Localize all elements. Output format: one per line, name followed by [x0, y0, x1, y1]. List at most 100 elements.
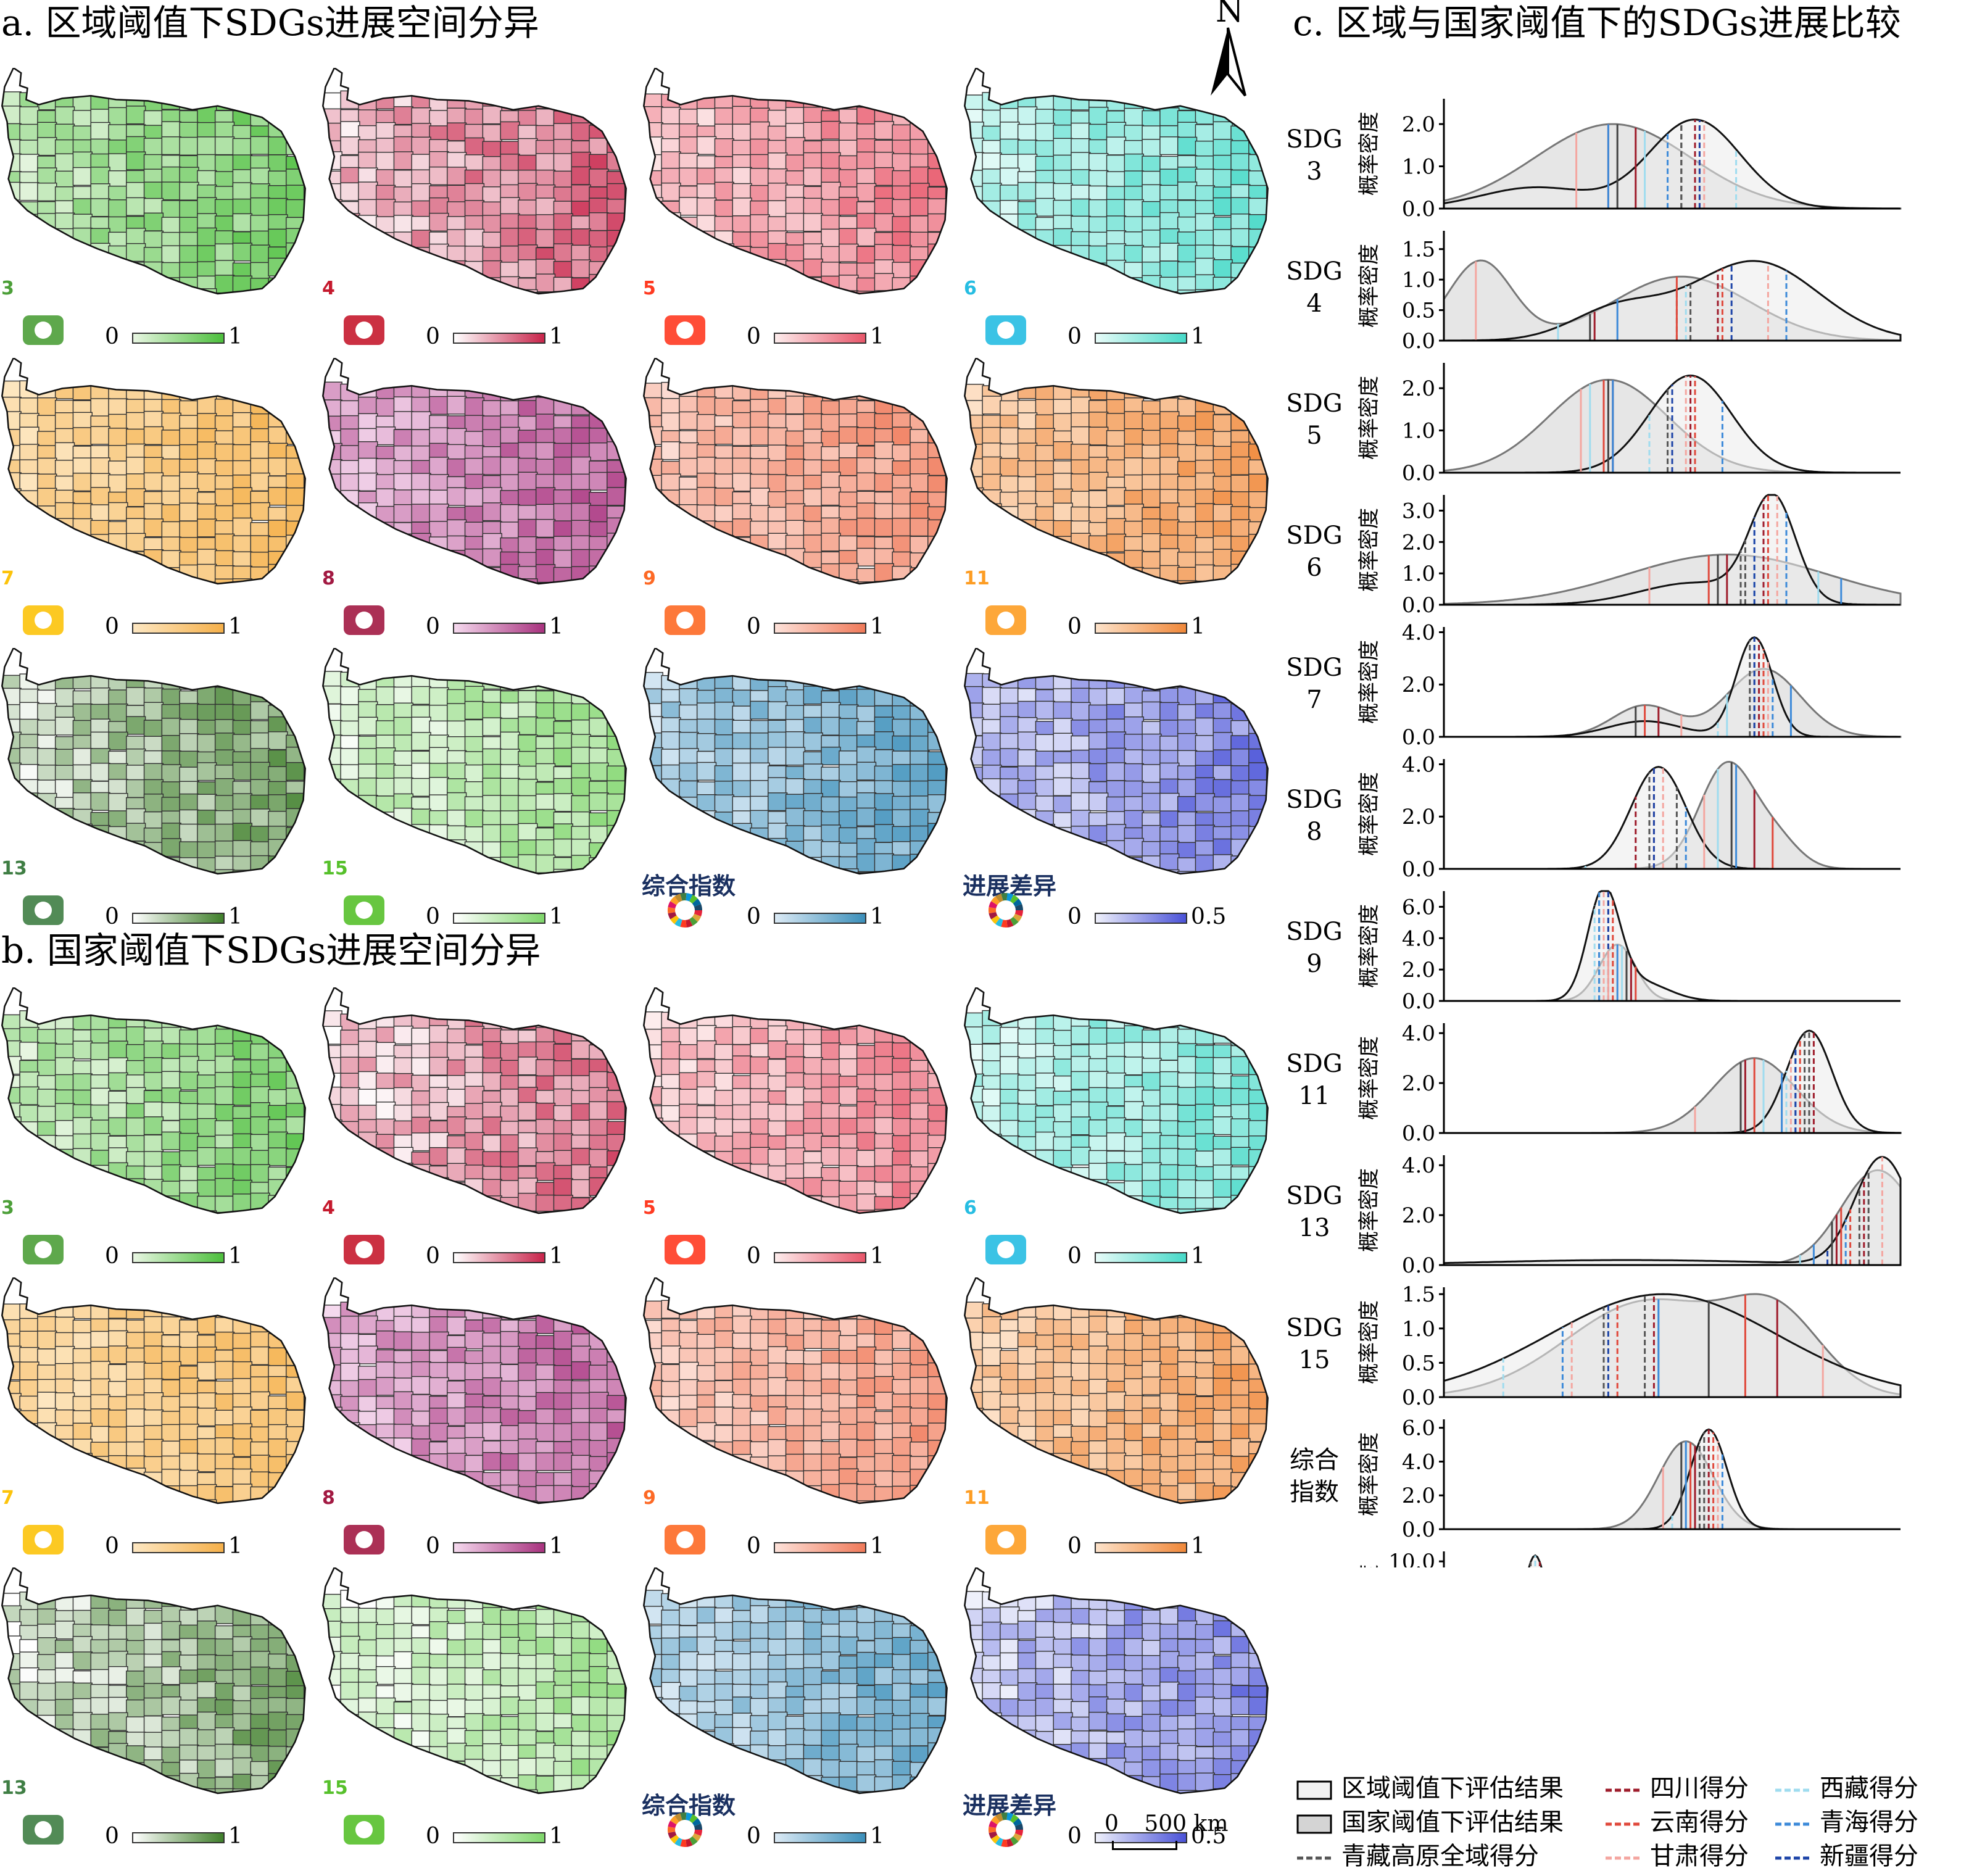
y-tick-label: 3.0	[1402, 499, 1435, 523]
legend-min: 0	[426, 904, 440, 929]
choropleth-map	[0, 358, 309, 586]
choropleth-map	[963, 1567, 1271, 1796]
y-tick-label: 0.0	[1402, 329, 1435, 354]
panel-label: 9	[1306, 950, 1322, 978]
cubes-icon	[651, 602, 719, 639]
density-chart-panel: 0.01.02.0概率密度SDG30.00.51.01.5概率密度SDG40.0…	[1265, 99, 1907, 1567]
legend-label: 国家阈值下评估结果	[1341, 1808, 1564, 1837]
y-tick-label: 0.0	[1402, 197, 1435, 222]
legend-item: 青海得分	[1774, 1802, 1918, 1838]
legend-max: 1	[870, 1534, 884, 1559]
legend-colorbar	[132, 1542, 225, 1553]
legend-min: 0	[1067, 1243, 1082, 1269]
growth-chart-icon	[330, 1521, 398, 1558]
y-axis-label: 概率密度	[1357, 112, 1382, 196]
legend-colorbar	[453, 623, 545, 634]
legend-min: 0	[426, 324, 440, 349]
legend-colorbar	[132, 913, 225, 924]
legend-max: 1	[228, 1243, 242, 1269]
sdg-number: 11	[964, 1487, 990, 1509]
panel-c-title: c. 区域与国家阈值下的SDGs进展比较	[1293, 1, 1901, 44]
scale-zero: 0	[1105, 1811, 1119, 1837]
legend-max: 1	[1191, 324, 1205, 349]
legend-min: 0	[426, 1243, 440, 1269]
legend-item: 青藏高原全域得分	[1296, 1836, 1539, 1872]
legend-min: 0	[1067, 1534, 1082, 1559]
panel-label: SDG	[1286, 1050, 1342, 1078]
sdg-number: 8	[322, 1487, 335, 1509]
y-tick-label: 2.0	[1402, 112, 1435, 137]
panel-label: SDG	[1286, 257, 1342, 286]
y-tick-label: 2.0	[1402, 673, 1435, 697]
legend-colorbar	[774, 1542, 866, 1553]
panel-label: SDG	[1286, 389, 1342, 418]
axis	[1444, 891, 1901, 1001]
choropleth-map	[0, 1567, 309, 1796]
choropleth-map	[642, 648, 950, 876]
y-axis-label: 概率密度	[1357, 640, 1382, 724]
sdg-number: 5	[643, 278, 656, 299]
y-axis-label: 概率密度	[1357, 1168, 1382, 1252]
legend-colorbar	[1095, 333, 1187, 344]
y-tick-label: 1.0	[1402, 419, 1435, 444]
legend-item: 区域阈值下评估结果	[1296, 1768, 1564, 1804]
y-axis-label: 概率密度	[1357, 772, 1382, 856]
legend-max: 1	[549, 1534, 563, 1559]
legend-colorbar	[453, 1542, 545, 1553]
panel-label: SDG	[1286, 918, 1342, 946]
legend-min: 0	[747, 1824, 761, 1849]
legend-min: 0	[747, 1534, 761, 1559]
legend-item: 甘肃得分	[1604, 1836, 1749, 1872]
sdg-number: 7	[1, 1487, 14, 1509]
choropleth-map	[642, 987, 950, 1216]
tree-icon	[330, 1811, 398, 1848]
panel-label: 8	[1306, 818, 1322, 846]
gender-icon	[651, 1231, 719, 1268]
y-tick-label: 0.0	[1402, 593, 1435, 618]
choropleth-map	[642, 68, 950, 296]
city-icon	[972, 1521, 1040, 1558]
legend-max: 1	[549, 1824, 563, 1849]
choropleth-map	[963, 358, 1271, 586]
choropleth-map	[642, 358, 950, 586]
panel-label: 3	[1306, 157, 1322, 186]
panel-label: 5	[1306, 421, 1322, 450]
axis	[1444, 1551, 1901, 1567]
y-tick-label: 4.0	[1402, 926, 1435, 951]
tree-icon	[330, 892, 398, 929]
y-tick-label: 6.0	[1402, 895, 1435, 919]
y-axis-label: 概率密度	[1357, 1036, 1382, 1120]
panel-label: 11	[1299, 1082, 1330, 1110]
growth-chart-icon	[330, 602, 398, 639]
y-tick-label: 4.0	[1402, 1153, 1435, 1178]
y-tick-label: 4.0	[1402, 1450, 1435, 1474]
panel-label: 7	[1306, 686, 1322, 714]
water-drop-icon	[972, 312, 1040, 349]
legend-min: 0	[105, 904, 119, 929]
legend-item: 四川得分	[1604, 1768, 1749, 1804]
legend-max: 1	[870, 1824, 884, 1849]
legend-colorbar	[1095, 913, 1187, 924]
choropleth-map	[0, 1277, 309, 1506]
legend-colorbar	[453, 1252, 545, 1263]
sdg-number: 3	[1, 278, 14, 299]
legend-max: 1	[1191, 1243, 1205, 1269]
legend-max: 1	[228, 324, 242, 349]
legend-item: 云南得分	[1604, 1802, 1749, 1838]
legend-max: 1	[549, 614, 563, 639]
panel-a-title: a. 区域阈值下SDGs进展空间分异	[1, 1, 539, 44]
legend-max: 1	[1191, 614, 1205, 639]
legend-colorbar	[132, 623, 225, 634]
y-axis-label: 概率密度	[1357, 508, 1382, 592]
